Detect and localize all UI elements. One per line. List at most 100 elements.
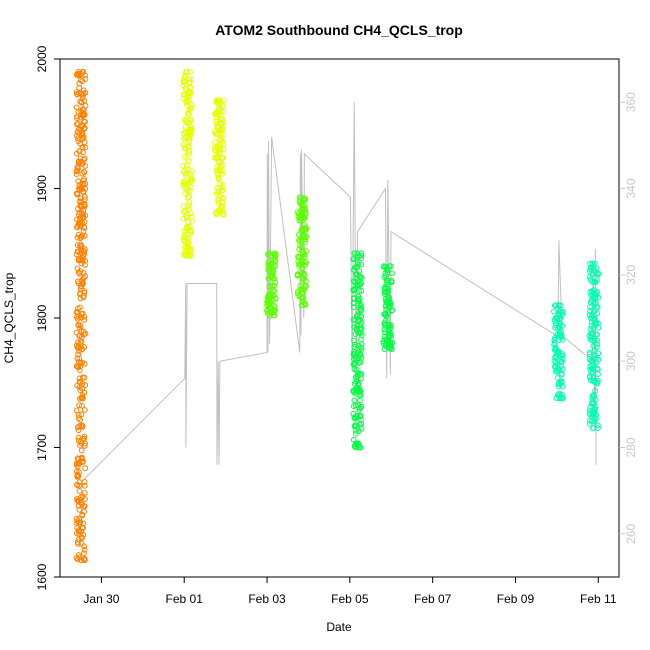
data-point [554,348,561,354]
y2-tick-label: 260 [624,524,638,544]
data-point [559,312,565,318]
point-cluster-4-1 [350,250,365,451]
data-point [351,264,358,271]
data-point [353,389,360,395]
data-point [551,308,557,315]
data-point [220,132,227,139]
data-point [265,298,272,305]
data-point [300,277,307,284]
data-point [358,261,365,268]
data-point [352,353,359,360]
chart-title: ATOM2 Southbound CH4_QCLS_trop [215,22,463,38]
data-point [388,279,395,286]
data-point [590,299,597,305]
data-point [181,232,188,238]
data-point [215,197,221,203]
data-point [81,556,87,563]
data-point [76,469,82,476]
data-point [181,244,188,251]
data-point [354,312,360,319]
data-point [75,415,82,422]
data-point [591,379,598,385]
data-point [217,126,224,132]
data-point [81,555,88,562]
data-point [75,502,82,509]
data-point [264,310,271,317]
data-point [351,286,357,293]
data-point [78,124,85,130]
data-point [189,168,195,175]
data-point [76,506,83,513]
data-point [180,130,187,137]
data-point [556,332,562,339]
data-point [219,200,225,206]
data-point [385,295,392,302]
data-point [384,310,391,317]
data-point [350,304,357,311]
data-point [591,409,598,416]
data-point [385,321,392,328]
data-point [81,168,87,175]
data-point [81,508,87,515]
data-point [82,196,88,203]
data-point [82,212,89,219]
data-point [350,361,357,368]
data-point [592,331,599,338]
data-point [82,193,88,200]
data-point [80,255,86,262]
data-point [77,322,84,329]
data-point [184,203,191,210]
data-point [553,395,560,402]
data-point [79,136,86,142]
data-point [78,540,85,547]
data-point [213,118,220,125]
data-point [382,263,389,270]
data-point [214,163,221,170]
data-point [185,143,192,150]
data-point [264,307,270,314]
data-point [76,270,83,277]
data-point [351,256,357,262]
data-point [265,251,271,258]
data-point [266,301,272,308]
data-point [587,308,593,315]
data-point [180,203,187,210]
data-point [188,174,195,181]
y-axis-label: CH4_QCLS_trop [2,272,16,363]
data-point [180,162,187,169]
data-point [217,115,224,122]
data-point [188,124,194,130]
data-point [78,338,85,345]
data-point [81,547,88,553]
data-point [559,391,565,398]
data-point [186,135,193,142]
data-point [269,275,276,282]
data-point [187,126,194,133]
data-point [300,271,307,277]
data-point [73,555,80,561]
data-point [186,223,193,230]
data-point [303,225,310,231]
data-point [358,420,365,427]
y2-tick-label: 280 [624,437,638,457]
data-point [389,270,395,277]
data-point [356,268,363,274]
data-point [186,79,193,86]
data-point [587,404,594,411]
data-point [181,168,188,175]
data-point [357,412,364,419]
data-point [186,148,193,155]
data-point [351,397,358,404]
data-point [211,129,218,135]
data-point [184,243,191,250]
data-point [352,374,359,381]
data-point [75,249,81,255]
data-point [385,330,392,337]
x-tick-label: Feb 07 [414,592,452,606]
data-point [383,313,390,320]
data-point [184,102,190,108]
data-point [79,394,86,401]
data-point [76,160,83,166]
data-point [182,72,188,79]
